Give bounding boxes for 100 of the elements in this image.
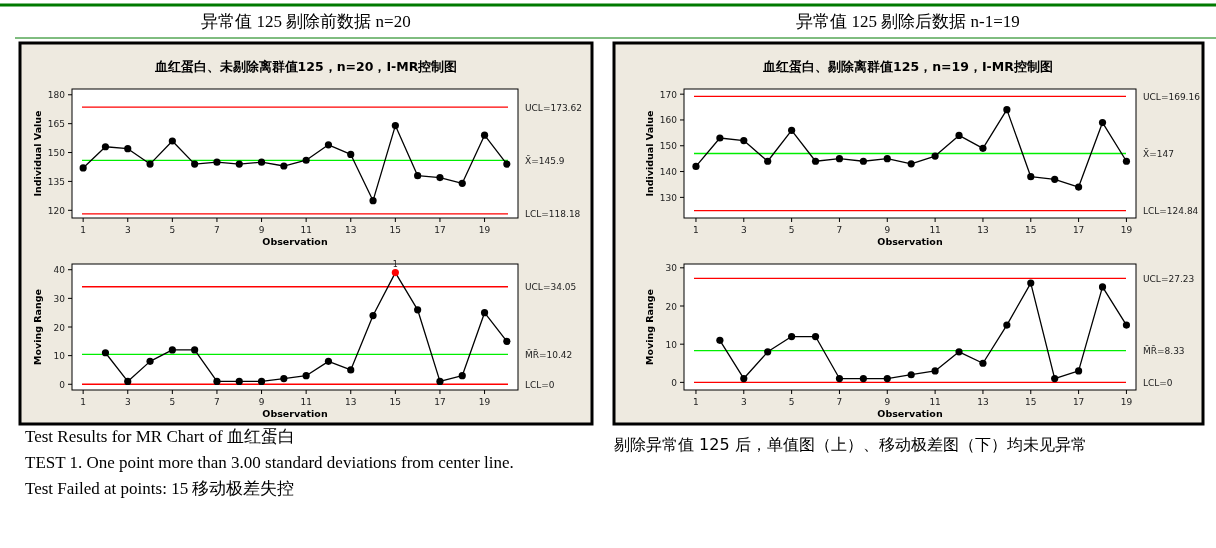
point — [191, 160, 199, 168]
x-tick-label: 15 — [1025, 397, 1037, 407]
y-tick-label: 40 — [53, 265, 66, 276]
point — [414, 172, 422, 180]
y-tick-label: 180 — [47, 90, 66, 101]
point — [979, 144, 987, 152]
y-tick-label: 170 — [659, 89, 678, 100]
point — [859, 157, 867, 165]
x-tick-label: 13 — [345, 397, 357, 407]
y-tick-label: 20 — [665, 301, 678, 312]
point — [1098, 283, 1107, 291]
ref-line-label: UCL=27.23 — [1143, 273, 1195, 284]
point — [436, 173, 444, 182]
point — [391, 121, 399, 130]
point — [740, 137, 748, 145]
chart-subtitle: 血红蛋白、未剔除离群值125，n=20，I-MR控制图 — [153, 59, 458, 74]
point — [480, 131, 489, 139]
x-tick-label: 19 — [478, 397, 491, 407]
point — [391, 268, 399, 277]
x-tick-label: 19 — [478, 225, 491, 235]
y-tick-label: 140 — [659, 167, 678, 178]
x-tick-label: 17 — [1072, 225, 1085, 235]
point — [213, 377, 221, 386]
ref-line-label: X̄=145.9 — [525, 155, 565, 166]
point — [955, 348, 963, 356]
y-tick-label: 10 — [53, 351, 66, 362]
x-tick-label: 3 — [124, 397, 131, 407]
point — [811, 157, 820, 165]
point — [1027, 279, 1035, 287]
point — [257, 158, 266, 166]
point — [369, 311, 377, 320]
x-tick-label: 5 — [788, 225, 795, 235]
point — [788, 126, 796, 134]
point — [764, 348, 772, 356]
x-tick-label: 15 — [389, 225, 402, 235]
x-axis-title: Observation — [877, 408, 943, 419]
point — [101, 143, 110, 151]
point — [1003, 321, 1011, 329]
point — [907, 371, 915, 379]
point — [324, 357, 333, 365]
point — [503, 160, 511, 168]
point — [257, 377, 266, 386]
x-tick-label: 7 — [214, 397, 220, 407]
x-tick-label: 11 — [300, 397, 312, 407]
y-tick-label: 165 — [47, 119, 65, 130]
point — [101, 349, 110, 357]
x-tick-label: 13 — [977, 397, 989, 407]
point — [692, 162, 700, 170]
annotation: 1 — [392, 259, 398, 269]
point — [79, 164, 87, 172]
x-tick-label: 1 — [693, 397, 699, 407]
point — [458, 372, 466, 380]
point — [811, 332, 820, 341]
point — [1003, 106, 1011, 114]
chart-title: 异常值 125 剔除后数据 n-1=19 — [796, 12, 1020, 31]
point — [146, 160, 154, 168]
point — [124, 377, 132, 386]
point — [931, 367, 939, 375]
ref-line-label: UCL=34.05 — [525, 282, 577, 293]
ref-line-label: M̄R̄=10.42 — [525, 349, 573, 360]
point — [347, 366, 355, 374]
point — [788, 332, 796, 341]
y-tick-label: 0 — [59, 379, 66, 390]
point — [503, 337, 511, 345]
point — [280, 162, 288, 170]
x-tick-label: 7 — [214, 225, 220, 235]
y-tick-label: 120 — [47, 205, 66, 216]
point — [324, 141, 333, 149]
y-axis-title: Moving Range — [644, 288, 655, 366]
y-tick-label: 160 — [659, 115, 678, 126]
point — [1051, 175, 1059, 183]
x-tick-label: 11 — [300, 225, 312, 235]
point — [302, 156, 310, 164]
chart-subtitle: 血红蛋白、剔除离群值125，n=19，I-MR控制图 — [762, 59, 1053, 74]
point — [168, 346, 176, 354]
x-tick-label: 17 — [434, 397, 446, 407]
ref-line-label: LCL=118.18 — [525, 209, 581, 220]
text: 剔除异常值 125 后，单值图（上）、移动极差图（下）均未见异常 — [614, 435, 1087, 454]
x-tick-label: 11 — [929, 397, 941, 407]
x-tick-label: 15 — [1025, 225, 1037, 235]
x-tick-label: 1 — [80, 397, 87, 407]
x-axis-title: Observation — [262, 408, 328, 419]
point — [213, 158, 221, 166]
point — [716, 134, 724, 142]
point — [369, 197, 377, 205]
point — [1075, 183, 1083, 191]
text: TEST 1. One point more than 3.00 standard deviations from center line. — [25, 453, 514, 472]
y-axis-title: Individual Value — [32, 110, 43, 197]
point — [835, 374, 844, 383]
y-axis-title: Individual Value — [644, 110, 655, 197]
point — [191, 346, 199, 354]
y-axis-title: Moving Range — [32, 288, 43, 366]
point — [480, 309, 489, 317]
x-tick-label: 17 — [434, 225, 446, 235]
ref-line-label: LCL=0 — [525, 379, 555, 390]
point — [124, 145, 132, 153]
x-tick-label: 19 — [1120, 225, 1133, 235]
point — [347, 150, 355, 159]
point — [1027, 173, 1035, 181]
x-tick-label: 1 — [80, 225, 87, 235]
